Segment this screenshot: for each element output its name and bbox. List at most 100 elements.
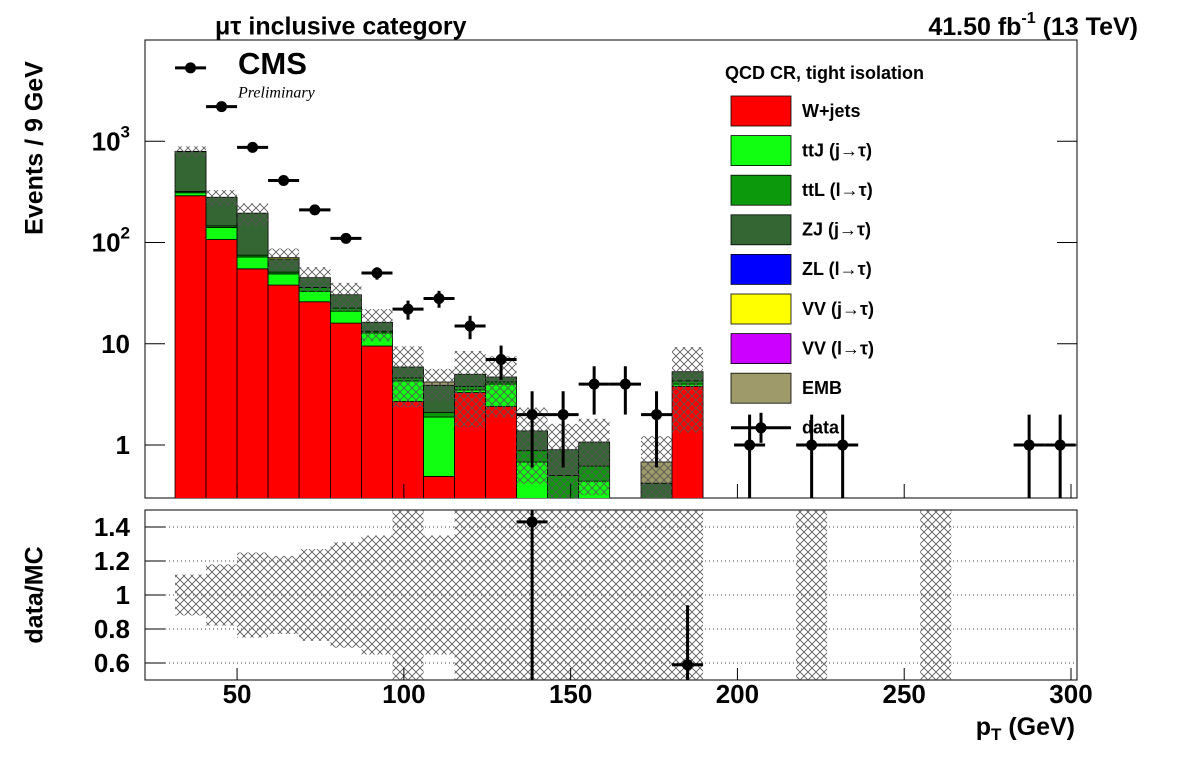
data-marker bbox=[588, 378, 600, 390]
legend-label: ZJ (j→τ) bbox=[802, 220, 871, 240]
y-tick-label: 0.8 bbox=[94, 614, 130, 644]
stack-segment bbox=[330, 310, 362, 324]
data-point bbox=[516, 391, 548, 468]
legend-label: VV (l→τ) bbox=[802, 338, 874, 358]
legend-label: W+jets bbox=[802, 101, 861, 121]
ratio-uncertainty-band bbox=[330, 542, 362, 648]
y-tick-exponent: 2 bbox=[121, 224, 130, 243]
data-point bbox=[361, 267, 393, 280]
stack-segment bbox=[423, 412, 455, 418]
data-point bbox=[206, 101, 238, 113]
ratio-uncertainty-band bbox=[392, 510, 424, 680]
uncertainty-band bbox=[299, 267, 331, 292]
legend-swatch bbox=[730, 293, 792, 325]
cms-label: CMS bbox=[238, 46, 307, 81]
data-marker bbox=[247, 141, 259, 153]
legend-title: QCD CR, tight isolation bbox=[725, 63, 924, 83]
ratio-uncertainty-band bbox=[361, 535, 393, 655]
legend-label: ttL (l→τ) bbox=[802, 180, 873, 200]
upper-frame bbox=[144, 39, 1078, 499]
data-marker bbox=[371, 267, 383, 279]
data-marker bbox=[433, 293, 445, 305]
y-tick-base: 10 bbox=[92, 227, 121, 257]
data-point bbox=[641, 391, 673, 468]
legend-label: ttJ (j→τ) bbox=[802, 140, 872, 160]
ratio-uncertainty-band bbox=[268, 555, 300, 635]
legend-swatch bbox=[730, 333, 792, 365]
ratio-uncertainty-band bbox=[423, 535, 455, 655]
data-point bbox=[796, 414, 828, 498]
stack-segment bbox=[174, 195, 207, 498]
data-marker bbox=[340, 232, 352, 244]
data-point bbox=[547, 391, 579, 468]
y-axis-title: Events / 9 GeV bbox=[21, 61, 49, 235]
data-marker bbox=[837, 439, 849, 451]
x-tick-label: 150 bbox=[549, 679, 592, 709]
uncertainty-band bbox=[578, 418, 610, 496]
x-axis-title-sub: T bbox=[991, 725, 1002, 744]
uncertainty-band bbox=[268, 248, 300, 270]
uncertainty-band bbox=[423, 368, 455, 401]
legend-swatch bbox=[730, 214, 792, 246]
data-point bbox=[454, 315, 486, 340]
ratio-uncertainty-band bbox=[609, 510, 642, 680]
y-tick-label: 1.2 bbox=[94, 546, 130, 576]
ratio-uncertainty-band bbox=[206, 564, 238, 626]
data-point bbox=[392, 300, 424, 320]
ratio-axis-title: data/MC bbox=[21, 546, 49, 643]
x-tick-label: 50 bbox=[223, 679, 252, 709]
x-axis-title: pT (GeV) bbox=[976, 713, 1075, 745]
stack-segment bbox=[423, 416, 455, 477]
stack-segment bbox=[236, 256, 269, 270]
legend-label: EMB bbox=[802, 378, 842, 398]
data-point bbox=[237, 141, 269, 153]
uncertainty-band bbox=[454, 350, 486, 428]
data-point bbox=[175, 62, 207, 74]
ratio-uncertainty-band bbox=[454, 510, 486, 680]
data-point bbox=[268, 174, 300, 186]
data-marker bbox=[1023, 439, 1035, 451]
data-point bbox=[299, 204, 331, 216]
data-point bbox=[485, 345, 517, 380]
y-tick-base: 10 bbox=[101, 329, 130, 359]
data-point bbox=[827, 414, 859, 498]
data-point bbox=[609, 366, 642, 415]
data-marker bbox=[216, 101, 228, 113]
uncertainty-band bbox=[672, 347, 704, 433]
stack-segment bbox=[205, 227, 238, 240]
ratio-point bbox=[672, 605, 704, 680]
ratio-marker bbox=[682, 659, 694, 671]
y-tick-label: 102 bbox=[92, 224, 130, 257]
ratio-uncertainty-band bbox=[547, 510, 579, 680]
y-tick-label: 1 bbox=[116, 580, 130, 610]
y-tick-label: 1 bbox=[116, 430, 130, 460]
stack-segment bbox=[267, 284, 300, 498]
data-marker bbox=[309, 204, 321, 216]
ratio-uncertainty-band bbox=[796, 510, 828, 680]
stack-segment bbox=[298, 301, 331, 498]
y-tick-base: 10 bbox=[92, 126, 121, 156]
stack-segment bbox=[298, 290, 331, 303]
ratio-uncertainty-band bbox=[578, 510, 610, 680]
stack-segment bbox=[392, 400, 424, 498]
legend-label: VV (j→τ) bbox=[802, 299, 874, 319]
uncertainty-band bbox=[175, 146, 207, 157]
lumi-energy: (13 TeV) bbox=[1036, 13, 1138, 41]
legend-swatch bbox=[730, 174, 792, 206]
legend-label: ZL (l→τ) bbox=[802, 259, 872, 279]
y-tick-label: 1.4 bbox=[94, 512, 131, 542]
ratio-uncertainty-band bbox=[641, 510, 673, 680]
ratio-marker bbox=[526, 516, 538, 528]
data-marker bbox=[185, 62, 197, 74]
stack-segment bbox=[485, 406, 517, 498]
data-point bbox=[578, 366, 610, 415]
legend-swatch bbox=[730, 135, 792, 167]
data-point bbox=[330, 232, 362, 244]
data-point bbox=[423, 290, 455, 308]
y-tick-label: 0.6 bbox=[94, 648, 130, 678]
data-marker bbox=[557, 409, 569, 421]
data-marker bbox=[526, 409, 538, 421]
lumi-label: 41.50 fb-1 (13 TeV) bbox=[928, 10, 1138, 40]
uncertainty-band bbox=[392, 346, 424, 408]
